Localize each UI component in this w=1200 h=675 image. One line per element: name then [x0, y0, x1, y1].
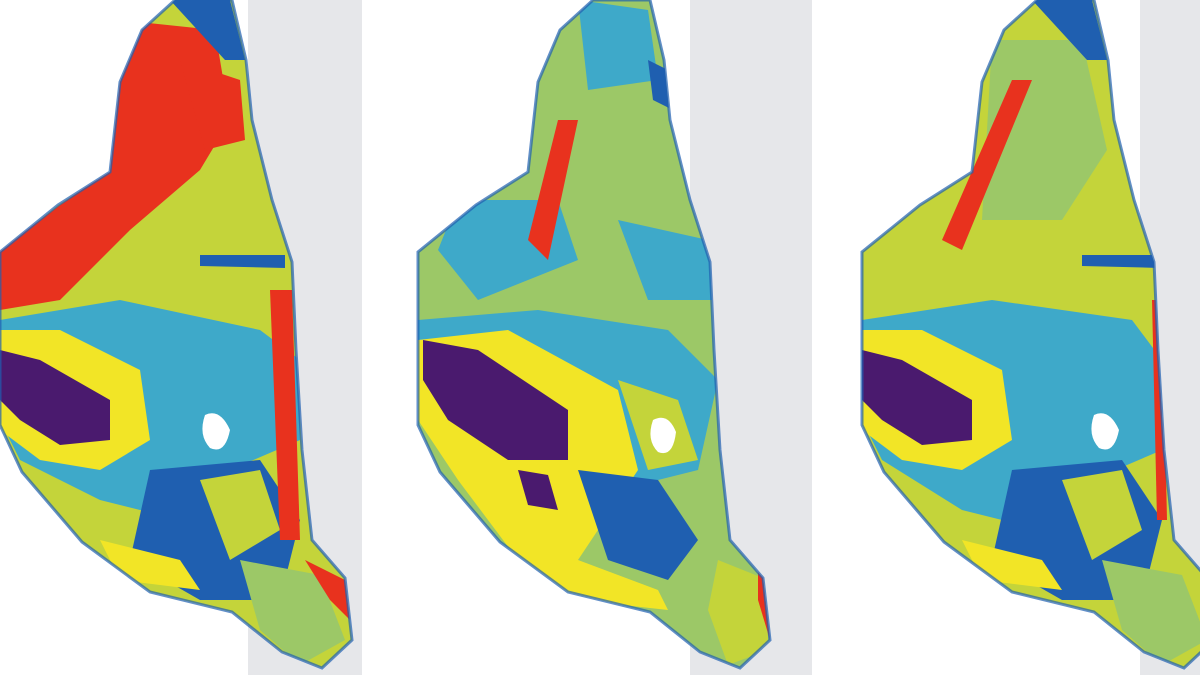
class-region-hole [202, 413, 230, 450]
class-region-teal [618, 220, 718, 300]
class-region-blue [200, 255, 285, 268]
class-region-blue [1032, 0, 1107, 60]
class-region-blue [1082, 255, 1162, 268]
class-region-yellowgreen [200, 470, 280, 560]
class-region-blue [578, 470, 698, 580]
class-region-yellowgreen [1062, 470, 1142, 560]
class-region-purple [862, 350, 972, 445]
class-region-red [942, 80, 1032, 250]
map-panel-1 [0, 0, 362, 675]
class-region-red [528, 120, 578, 260]
island-landcover [0, 0, 352, 668]
class-region-red [305, 560, 350, 620]
class-region-purple [423, 340, 568, 460]
class-region-red [0, 20, 230, 310]
island-outline [416, 0, 772, 670]
class-region-red [180, 60, 245, 150]
class-region-green [1102, 560, 1200, 665]
island-outline [860, 0, 1200, 670]
class-region-purple [518, 470, 558, 510]
class-region-teal [578, 0, 658, 90]
class-region-red [270, 290, 300, 540]
map-panel-2 [416, 0, 812, 675]
class-region-green [240, 560, 345, 665]
class-region-purple [0, 350, 110, 445]
class-region-hole [1091, 413, 1119, 450]
map-panel-3 [860, 0, 1200, 675]
class-region-yellowgreen [708, 560, 768, 665]
class-region-blue [170, 0, 245, 60]
class-region-hole [650, 417, 676, 454]
island-outline [0, 0, 354, 670]
